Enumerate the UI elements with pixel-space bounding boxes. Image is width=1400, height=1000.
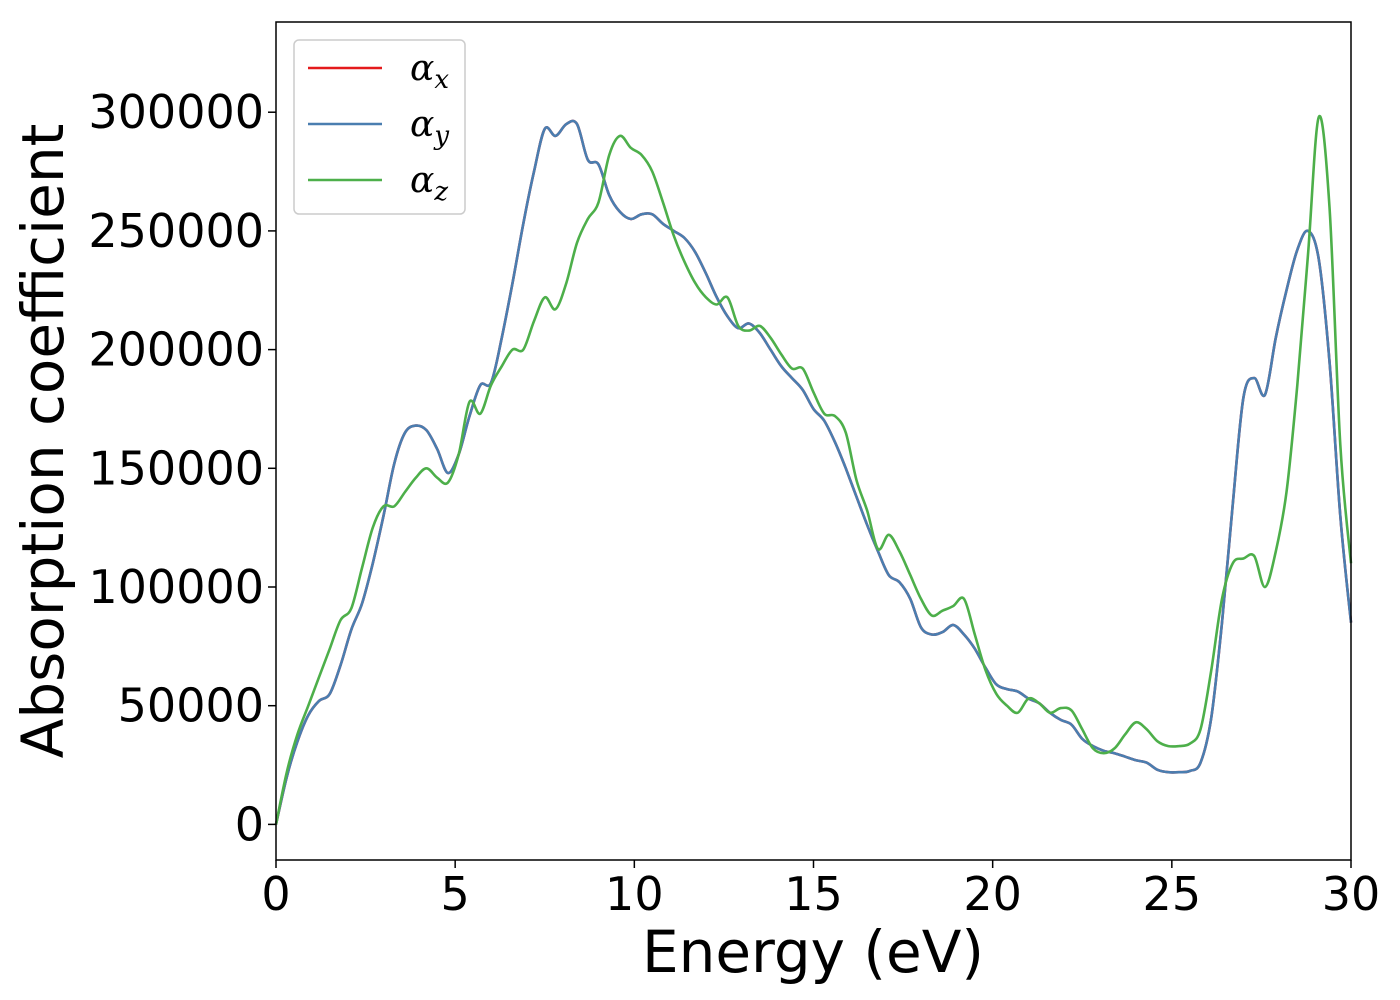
- y-tick-label: 300000: [88, 85, 264, 139]
- y-tick-label: 50000: [118, 679, 264, 733]
- y-tick-label: 150000: [88, 441, 264, 495]
- series-layer: [274, 114, 1353, 825]
- legend-box: [293, 39, 466, 215]
- legend-subscript: x: [434, 65, 449, 95]
- x-tick-label: 0: [261, 867, 290, 921]
- x-tick-label: 5: [441, 867, 470, 921]
- x-tick-label: 15: [784, 867, 843, 921]
- x-tick-label: 25: [1143, 867, 1202, 921]
- legend-symbol: α: [410, 160, 434, 201]
- y-tick-label: 200000: [88, 323, 264, 377]
- x-tick-label: 30: [1322, 867, 1381, 921]
- x-axis-label: Energy (eV): [642, 918, 984, 986]
- y-axis-label: Absorption coefficient: [9, 124, 77, 759]
- series-line-alpha-z: [274, 114, 1353, 825]
- legend-symbol: α: [410, 104, 434, 145]
- x-axis-ticks: 0 5 10 15 20 25 30: [261, 860, 1380, 921]
- y-axis-ticks: 0 50000 100000 150000 200000 250000 300000: [88, 85, 276, 851]
- legend-label-alpha-y: αy: [410, 104, 449, 151]
- legend-subscript: z: [433, 177, 448, 207]
- y-tick-label: 0: [235, 797, 264, 851]
- legend-subscript: y: [433, 121, 449, 151]
- legend-label-alpha-x: αx: [410, 48, 449, 95]
- y-tick-label: 250000: [88, 204, 264, 258]
- legend-label-alpha-z: αz: [410, 160, 448, 207]
- x-tick-label: 20: [963, 867, 1022, 921]
- legend-symbol: α: [410, 48, 434, 89]
- x-tick-label: 10: [605, 867, 664, 921]
- y-tick-label: 100000: [88, 560, 264, 614]
